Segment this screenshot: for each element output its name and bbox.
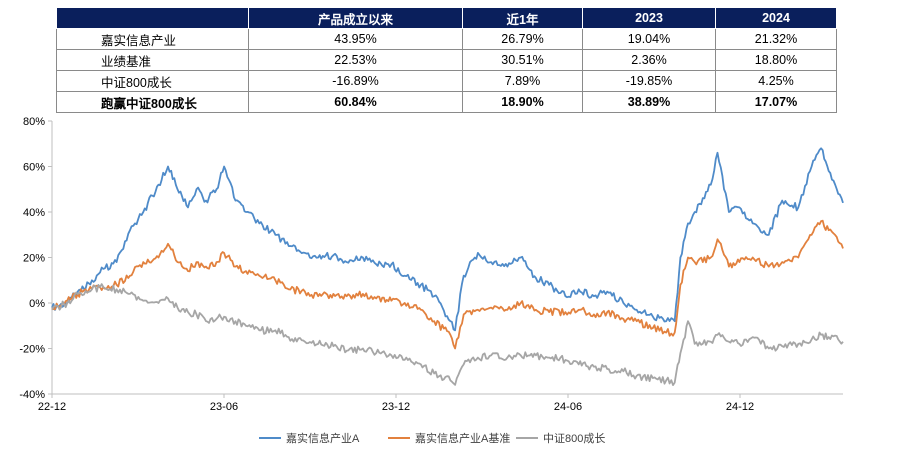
table-row-benchmark: 业绩基准 22.53% 30.51% 2.36% 18.80% (56, 49, 837, 71)
line-chart: -40% -20% 0% 20% 40% 60% 80% 22-12 23-06 23-12 24-… (19, 116, 844, 445)
table-cell: 30.51% (462, 49, 583, 71)
table-cell: 2.36% (582, 49, 716, 71)
table-cell: 60.84% (248, 91, 463, 113)
x-tick-label: 24-12 (726, 401, 754, 413)
x-tick-label: 23-12 (382, 401, 410, 413)
header-cell-blank (56, 7, 249, 29)
table-cell: 18.90% (462, 91, 583, 113)
table-cell: -19.85% (582, 70, 716, 92)
table-row-fund: 嘉实信息产业 43.95% 26.79% 19.04% 21.32% (56, 28, 837, 50)
table-row-index: 中证800成长 -16.89% 7.89% -19.85% 4.25% (56, 70, 837, 92)
row-label: 业绩基准 (56, 49, 249, 71)
row-label: 跑赢中证800成长 (56, 91, 249, 113)
chart-axes: -40% -20% 0% 20% 40% 60% 80% 22-12 23-06 23-12 24-… (19, 116, 843, 413)
y-tick-label: 20% (23, 253, 45, 265)
chart-series (51, 147, 844, 386)
legend-label: 中证800成长 (543, 432, 605, 445)
x-tick-label: 24-06 (554, 401, 582, 413)
table-cell: 26.79% (462, 28, 583, 50)
x-tick-label: 23-06 (210, 401, 238, 413)
series-line-0 (51, 147, 844, 332)
y-tick-label: 40% (23, 207, 45, 219)
series-line-2 (51, 283, 844, 386)
header-cell-past-year: 近1年 (462, 7, 583, 29)
y-tick-label: -20% (19, 344, 45, 356)
row-label: 嘉实信息产业 (56, 28, 249, 50)
table-cell: 17.07% (715, 91, 837, 113)
y-tick-label: 80% (23, 116, 45, 128)
table-header-row: 产品成立以来 近1年 2023 2024 (56, 7, 837, 29)
table-cell: 4.25% (715, 70, 837, 92)
legend-label: 嘉实信息产业A (286, 431, 360, 445)
series-line-1 (51, 219, 844, 350)
y-tick-label: -40% (19, 389, 45, 401)
chart-legend: 嘉实信息产业A 嘉实信息产业A基准 中证800成长 (259, 431, 605, 445)
table-cell: 38.89% (582, 91, 716, 113)
row-label: 中证800成长 (56, 70, 249, 92)
x-tick-label: 22-12 (38, 401, 66, 413)
y-tick-label: 60% (23, 162, 45, 174)
legend-label: 嘉实信息产业A基准 (415, 431, 510, 445)
header-cell-since-inception: 产品成立以来 (248, 7, 463, 29)
header-cell-2024: 2024 (715, 7, 837, 29)
y-tick-label: 0% (29, 298, 45, 310)
table-cell: 43.95% (248, 28, 463, 50)
table-cell: 7.89% (462, 70, 583, 92)
table-cell: 19.04% (582, 28, 716, 50)
table-cell: 21.32% (715, 28, 837, 50)
table-cell: 22.53% (248, 49, 463, 71)
table-cell: 18.80% (715, 49, 837, 71)
header-cell-2023: 2023 (582, 7, 716, 29)
table-cell: -16.89% (248, 70, 463, 92)
table-row-excess: 跑赢中证800成长 60.84% 18.90% 38.89% 17.07% (56, 91, 837, 113)
performance-table: 产品成立以来 近1年 2023 2024 嘉实信息产业 43.95% 26.79… (56, 7, 837, 113)
